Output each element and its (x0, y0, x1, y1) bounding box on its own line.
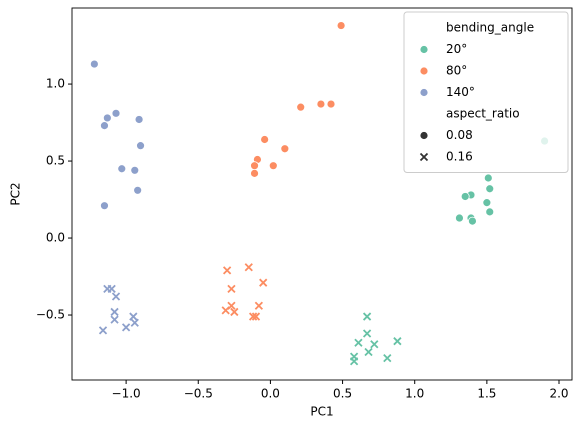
point (136, 141, 145, 151)
point (107, 284, 116, 293)
legend-title: aspect_ratio (446, 107, 520, 121)
point (316, 99, 326, 109)
point (455, 213, 464, 223)
point (362, 329, 372, 338)
point (354, 338, 363, 347)
legend-marker (419, 131, 429, 140)
x-tick-label: −0.5 (184, 387, 213, 401)
point (129, 312, 138, 321)
legend-label: 0.08 (446, 128, 473, 142)
y-tick-label: 1.0 (46, 77, 65, 91)
point (89, 59, 99, 69)
point (383, 353, 392, 363)
point (130, 165, 140, 175)
legend-marker (419, 66, 429, 76)
point (102, 113, 112, 123)
y-tick-label: −0.5 (36, 308, 65, 322)
point (133, 185, 143, 195)
legend-title: bending_angle (446, 21, 534, 35)
point (110, 307, 119, 317)
point (485, 207, 495, 217)
point (248, 312, 258, 321)
point (280, 144, 290, 154)
point (227, 284, 236, 293)
point (260, 135, 270, 144)
x-axis-label: PC1 (310, 405, 333, 419)
legend-label: 140° (446, 85, 475, 99)
point (468, 216, 477, 226)
axes-frame (71, 7, 573, 381)
y-tick-label: 0.0 (46, 231, 65, 245)
point (100, 121, 109, 131)
legend-box (403, 11, 569, 173)
point (370, 340, 379, 349)
y-tick-label: 0.5 (46, 154, 65, 168)
y-axis-label: PC2 (9, 182, 23, 205)
point (244, 263, 253, 272)
legend-label: 20° (446, 42, 467, 56)
legend-marker (419, 152, 429, 162)
x-tick-label: −1.0 (112, 387, 141, 401)
point (222, 266, 232, 275)
point (134, 115, 144, 124)
point (221, 306, 230, 315)
x-tick-label: 0.5 (333, 387, 352, 401)
point (100, 201, 109, 211)
point (230, 307, 239, 317)
point (254, 301, 264, 310)
x-tick-label: 1.0 (405, 387, 424, 401)
point (483, 173, 493, 183)
point (110, 315, 119, 324)
point (326, 99, 336, 109)
point (111, 292, 121, 301)
legend-label: 0.16 (446, 150, 473, 164)
point (336, 21, 346, 30)
point (251, 312, 261, 321)
legend-label: 80° (446, 64, 467, 78)
point (482, 198, 492, 208)
point (130, 318, 139, 327)
point (250, 161, 259, 171)
legend-marker (419, 45, 429, 54)
point (362, 312, 372, 321)
point (485, 184, 495, 194)
point (296, 102, 306, 112)
point (349, 357, 359, 366)
point (121, 323, 131, 332)
x-tick-label: 0.0 (261, 387, 280, 401)
x-tick-label: 2.0 (549, 387, 568, 401)
point (111, 108, 121, 118)
point (393, 337, 402, 346)
point (364, 347, 373, 357)
legend-marker (419, 88, 429, 97)
legend: bending_angle 20° 80° 140° aspect_ratio 0.08 0… (403, 11, 569, 173)
point (98, 326, 108, 335)
point (250, 168, 259, 178)
x-tick-label: 1.5 (477, 387, 496, 401)
point (117, 164, 127, 174)
point (259, 278, 268, 287)
point (460, 192, 470, 201)
point (268, 161, 278, 171)
